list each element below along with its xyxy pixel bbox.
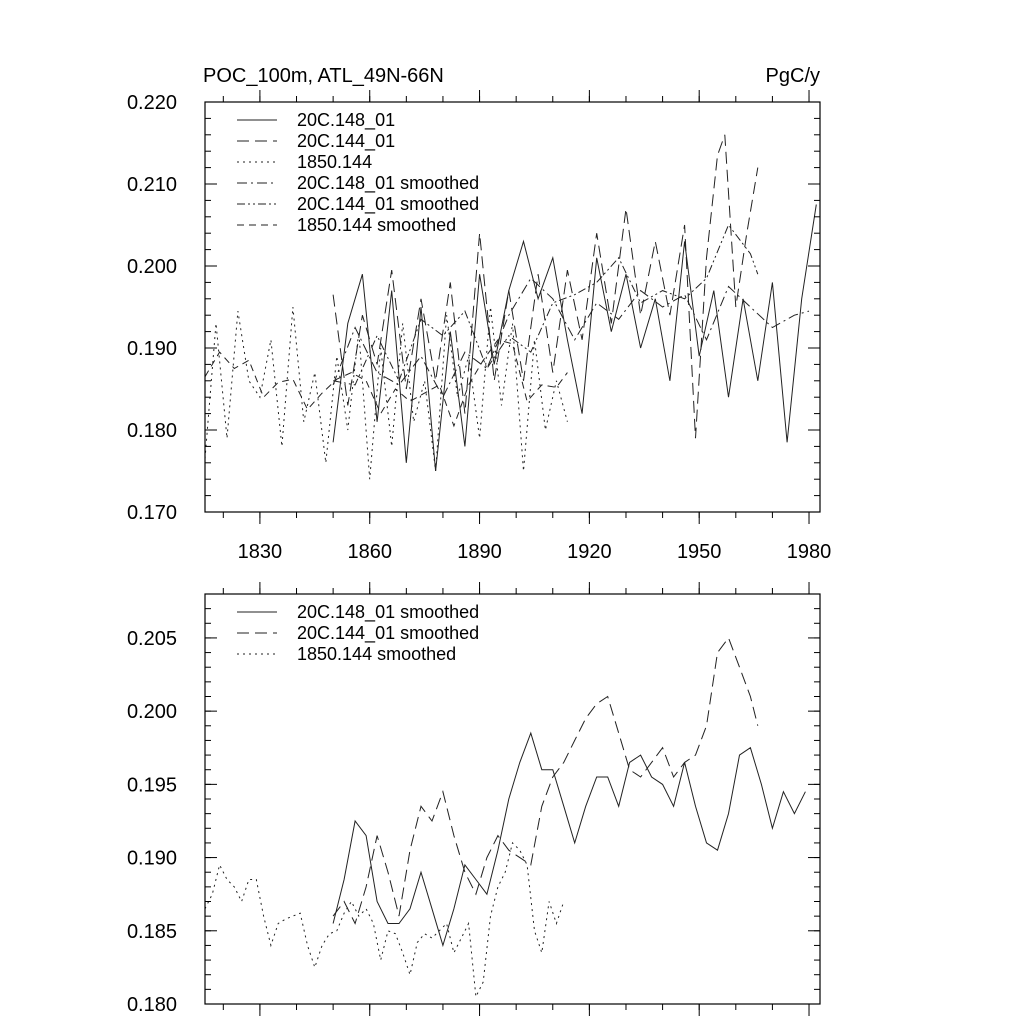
- legend-label-2: 1850.144 smoothed: [297, 644, 456, 664]
- legend-label-0: 20C.148_01: [297, 110, 395, 131]
- series-line-5: [204, 339, 568, 428]
- series-line-0: [332, 731, 806, 948]
- series-line-0: [332, 204, 817, 472]
- legend-label-4: 20C.144_01 smoothed: [297, 194, 479, 215]
- legend-label-5: 1850.144 smoothed: [297, 215, 456, 235]
- x-tick-label: 1860: [347, 541, 392, 563]
- y-tick-label: 0.210: [127, 174, 177, 196]
- series-line-4: [333, 224, 759, 386]
- y-tick-label: 0.170: [127, 502, 177, 524]
- legend-label-0: 20C.148_01 smoothed: [297, 602, 479, 623]
- legend-label-1: 20C.144_01: [297, 131, 395, 152]
- chart-units-label: PgC/y: [766, 65, 820, 87]
- x-tick-label: 1950: [677, 541, 722, 563]
- y-tick-label: 0.200: [127, 701, 177, 723]
- y-tick-label: 0.185: [127, 921, 177, 943]
- x-tick-label: 1890: [457, 541, 502, 563]
- series-line-2: [204, 841, 565, 999]
- series-line-1: [332, 134, 759, 439]
- y-tick-label: 0.205: [127, 628, 177, 650]
- legend-label-2: 1850.144: [297, 152, 372, 172]
- legend-label-3: 20C.148_01 smoothed: [297, 173, 479, 194]
- y-tick-label: 0.200: [127, 256, 177, 278]
- y-tick-label: 0.220: [127, 92, 177, 114]
- legend-label-1: 20C.144_01 smoothed: [297, 623, 479, 644]
- y-tick-label: 0.190: [127, 338, 177, 360]
- y-tick-label: 0.180: [127, 994, 177, 1016]
- y-tick-label: 0.190: [127, 848, 177, 870]
- series-line-2: [204, 306, 568, 480]
- x-tick-label: 1980: [787, 541, 832, 563]
- plot-frame: [204, 101, 821, 513]
- series-line-1: [332, 636, 759, 925]
- series-line-3: [332, 277, 810, 399]
- x-tick-label: 1830: [238, 541, 283, 563]
- y-tick-label: 0.195: [127, 774, 177, 796]
- top-panel: POC_100m, ATL_49N-66N PgC/y 0.170 0.180 0.…: [127, 65, 831, 563]
- y-tick-label: 0.180: [127, 420, 177, 442]
- chart-title-left: POC_100m, ATL_49N-66N: [203, 65, 444, 87]
- bottom-panel: 0.180 0.185 0.190 0.195 0.200 0.205 20C.148_01…: [127, 582, 821, 1016]
- x-tick-label: 1920: [567, 541, 612, 563]
